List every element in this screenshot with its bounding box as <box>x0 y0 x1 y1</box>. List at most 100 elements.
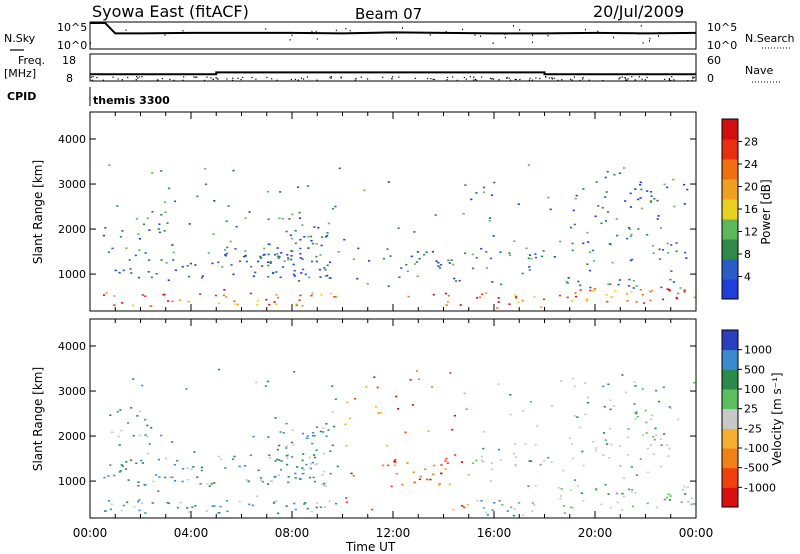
data-cell <box>500 283 503 286</box>
data-cell <box>637 228 640 230</box>
data-cell <box>104 510 107 512</box>
nave-dot <box>330 76 332 78</box>
data-cell <box>307 437 310 439</box>
data-cell <box>279 468 283 471</box>
freq-left-tick-top: 18 <box>62 54 76 67</box>
data-cell <box>136 415 139 417</box>
data-cell <box>238 465 241 468</box>
data-cell <box>485 511 488 514</box>
data-cell <box>274 417 277 419</box>
data-cell <box>278 255 281 258</box>
data-cell <box>164 476 167 479</box>
data-cell <box>301 258 304 260</box>
colorbar-tick-label: 28 <box>744 136 758 149</box>
data-cell <box>263 247 266 250</box>
data-cell <box>427 430 430 432</box>
nave-dot <box>430 78 432 80</box>
data-cell <box>134 254 137 257</box>
data-cell <box>629 206 632 208</box>
data-cell <box>160 434 163 437</box>
data-cell <box>582 242 585 245</box>
data-cell <box>130 407 133 409</box>
colorbar-segment <box>722 119 738 140</box>
data-cell <box>194 505 197 507</box>
data-cell <box>137 481 140 483</box>
data-cell <box>222 294 225 297</box>
data-cell <box>286 457 289 459</box>
nave-dot <box>251 76 253 79</box>
data-cell <box>366 282 369 285</box>
data-cell <box>569 226 573 229</box>
data-cell <box>301 224 304 226</box>
data-cell <box>226 246 229 249</box>
nave-dot <box>102 79 104 81</box>
data-cell <box>307 235 310 238</box>
nave-dot <box>127 76 129 79</box>
data-cell <box>644 409 647 412</box>
data-cell <box>263 253 266 256</box>
data-cell <box>122 504 125 507</box>
data-cell <box>288 218 291 220</box>
data-cell <box>547 196 550 199</box>
nave-dot <box>463 76 466 79</box>
data-cell <box>281 218 284 220</box>
data-cell <box>320 294 323 296</box>
data-cell <box>666 496 669 499</box>
data-cell <box>199 483 202 485</box>
data-cell <box>496 307 499 309</box>
data-cell <box>310 510 313 513</box>
data-cell <box>185 388 188 390</box>
data-cell <box>413 263 417 265</box>
data-cell <box>219 505 222 508</box>
data-cell <box>446 462 449 464</box>
freq-label-line2: [MHz] <box>4 67 36 80</box>
nave-dot <box>141 76 143 78</box>
noise-dot <box>649 37 651 40</box>
colorbar-segment <box>722 279 738 300</box>
cpid-label: CPID <box>7 90 36 103</box>
data-cell <box>426 478 429 481</box>
nave-dot <box>551 77 553 79</box>
nave-dot <box>579 79 581 82</box>
data-cell <box>550 405 554 407</box>
data-cell <box>171 300 174 303</box>
data-cell <box>109 464 112 466</box>
data-cell <box>269 480 272 482</box>
time-tick-label: 12:00 <box>376 526 411 540</box>
data-cell <box>663 433 666 435</box>
data-cell <box>482 186 485 189</box>
y-tick-label: 1000 <box>58 268 86 281</box>
time-tick-label: 04:00 <box>174 526 209 540</box>
y-tick-label: 2000 <box>58 223 86 236</box>
data-cell <box>256 299 259 302</box>
data-cell <box>454 454 457 456</box>
data-cell <box>103 294 106 296</box>
data-cell <box>155 273 158 275</box>
data-cell <box>278 459 281 461</box>
data-cell <box>570 443 573 446</box>
data-cell <box>141 294 144 296</box>
data-cell <box>298 217 302 219</box>
data-cell <box>387 285 390 287</box>
data-cell <box>254 271 257 274</box>
data-cell <box>121 230 124 232</box>
data-cell <box>188 275 191 278</box>
data-cell <box>593 288 597 290</box>
data-cell <box>605 191 608 193</box>
noise-dot <box>519 29 521 31</box>
data-cell <box>315 426 318 428</box>
data-cell <box>447 301 450 303</box>
nave-dot <box>354 79 356 81</box>
data-cell <box>405 263 408 266</box>
data-cell <box>683 485 686 488</box>
data-cell <box>430 386 434 388</box>
data-cell <box>207 252 210 254</box>
data-cell <box>132 434 135 437</box>
data-cell <box>600 503 603 506</box>
nave-dot <box>693 76 695 79</box>
data-cell <box>282 266 285 268</box>
data-cell <box>616 234 619 237</box>
data-cell <box>497 383 500 385</box>
data-cell <box>191 506 194 508</box>
